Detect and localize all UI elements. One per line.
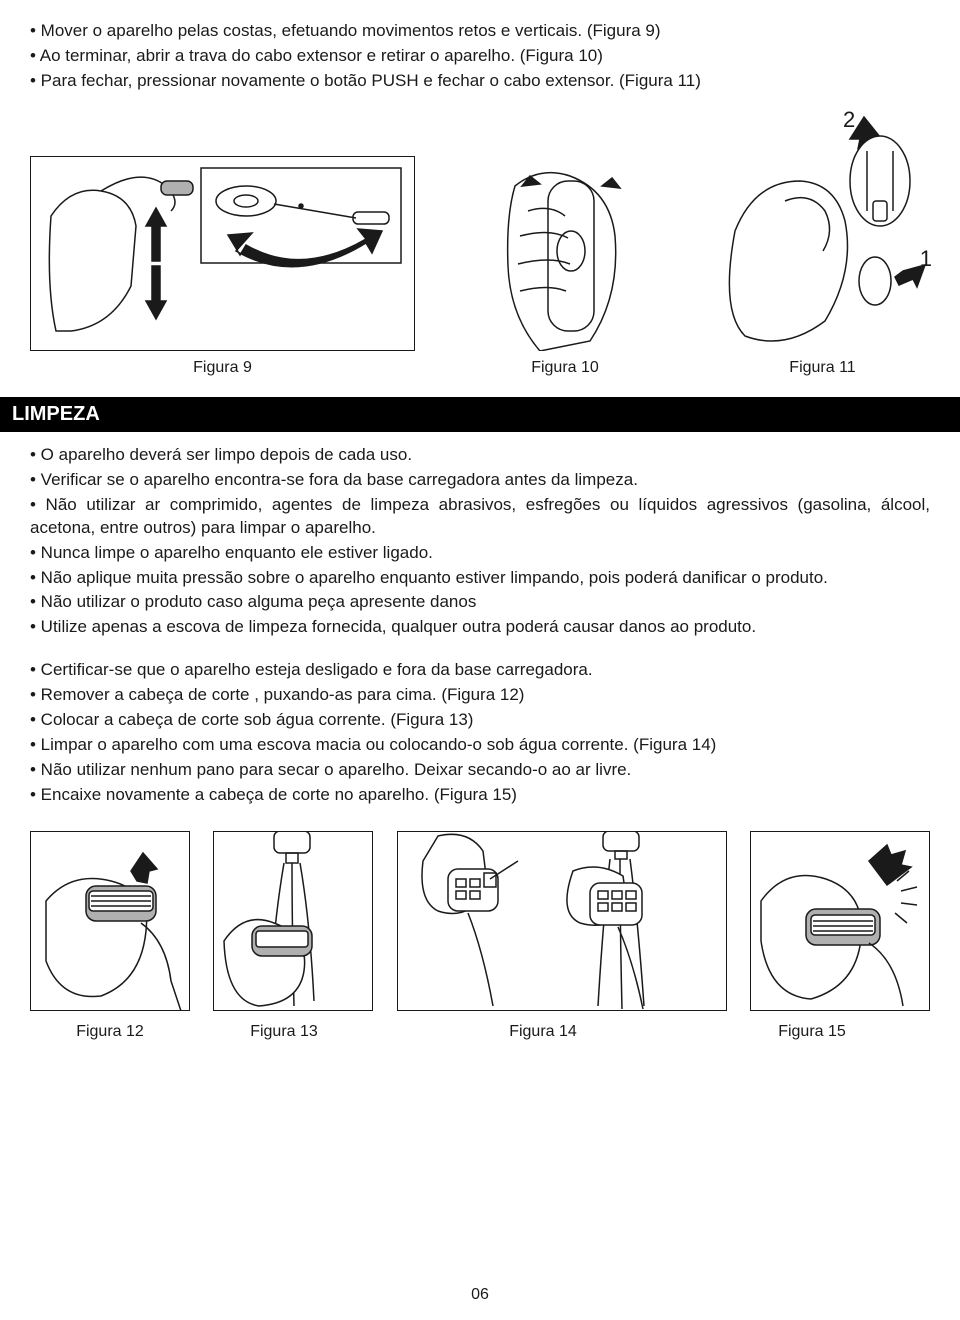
figure-9-caption: Figura 9 bbox=[30, 359, 415, 377]
bullet-line: • Colocar a cabeça de corte sob água cor… bbox=[30, 709, 930, 732]
figure-13-illustration bbox=[214, 831, 372, 1011]
figure-row-bottom bbox=[30, 831, 930, 1011]
figure-12-caption: Figura 12 bbox=[30, 1023, 190, 1041]
figure-bottom-captions: Figura 12 Figura 13 Figura 14 Figura 15 bbox=[30, 1023, 930, 1041]
figure-10-box bbox=[470, 156, 660, 351]
figure-top-captions: Figura 9 Figura 10 Figura 11 bbox=[30, 359, 930, 377]
page-number: 06 bbox=[471, 1286, 489, 1304]
bullet-line: • Não utilizar ar comprimido, agentes de… bbox=[30, 494, 930, 540]
bullet-line: • O aparelho deverá ser limpo depois de … bbox=[30, 444, 930, 467]
figure-12-box bbox=[30, 831, 190, 1011]
figure-11-label-2: 2 bbox=[843, 107, 855, 133]
figure-11-wrap: 2 1 bbox=[715, 111, 930, 351]
bullet-line: • Verificar se o aparelho encontra-se fo… bbox=[30, 469, 930, 492]
bullet-line: • Remover a cabeça de corte , puxando-as… bbox=[30, 684, 930, 707]
figure-9-wrap bbox=[30, 156, 415, 351]
bullet-line: • Utilize apenas a escova de limpeza for… bbox=[30, 616, 930, 639]
bullet-line: • Encaixe novamente a cabeça de corte no… bbox=[30, 784, 930, 807]
bullet-line: • Nunca limpe o aparelho enquanto ele es… bbox=[30, 542, 930, 565]
bullet-line: • Não utilizar nenhum pano para secar o … bbox=[30, 759, 930, 782]
figure-row-top: 2 1 bbox=[30, 111, 930, 351]
steps-bullets: • Certificar-se que o aparelho esteja de… bbox=[30, 659, 930, 807]
figure-11-illustration bbox=[715, 111, 930, 351]
figure-14-illustration bbox=[398, 831, 726, 1011]
figure-11-box: 2 1 bbox=[715, 111, 930, 351]
bullet-line: • Não aplique muita pressão sobre o apar… bbox=[30, 567, 930, 590]
figure-11-caption: Figura 11 bbox=[715, 359, 930, 377]
bullet-line: • Ao terminar, abrir a trava do cabo ext… bbox=[30, 45, 930, 68]
figure-10-illustration bbox=[470, 156, 660, 351]
figure-13-caption: Figura 13 bbox=[204, 1023, 364, 1041]
figure-10-caption: Figura 10 bbox=[470, 359, 660, 377]
figure-10-wrap bbox=[470, 156, 660, 351]
figure-14-caption: Figura 14 bbox=[378, 1023, 708, 1041]
figure-9-illustration bbox=[31, 156, 414, 351]
figure-15-illustration bbox=[751, 831, 929, 1011]
bullet-line: • Certificar-se que o aparelho esteja de… bbox=[30, 659, 930, 682]
intro-bullets: • Mover o aparelho pelas costas, efetuan… bbox=[30, 20, 930, 93]
section-header-limpeza: LIMPEZA bbox=[0, 397, 960, 432]
figure-13-box bbox=[213, 831, 373, 1011]
bullet-line: • Não utilizar o produto caso alguma peç… bbox=[30, 591, 930, 614]
bullet-line: • Limpar o aparelho com uma escova macia… bbox=[30, 734, 930, 757]
figure-12-illustration bbox=[31, 831, 189, 1011]
bullet-line: • Mover o aparelho pelas costas, efetuan… bbox=[30, 20, 930, 43]
bullet-line: • Para fechar, pressionar novamente o bo… bbox=[30, 70, 930, 93]
figure-15-box bbox=[750, 831, 930, 1011]
figure-14-box bbox=[397, 831, 727, 1011]
cleaning-bullets: • O aparelho deverá ser limpo depois de … bbox=[30, 444, 930, 640]
figure-9-box bbox=[30, 156, 415, 351]
figure-15-caption: Figura 15 bbox=[722, 1023, 902, 1041]
figure-11-label-1: 1 bbox=[920, 246, 932, 272]
